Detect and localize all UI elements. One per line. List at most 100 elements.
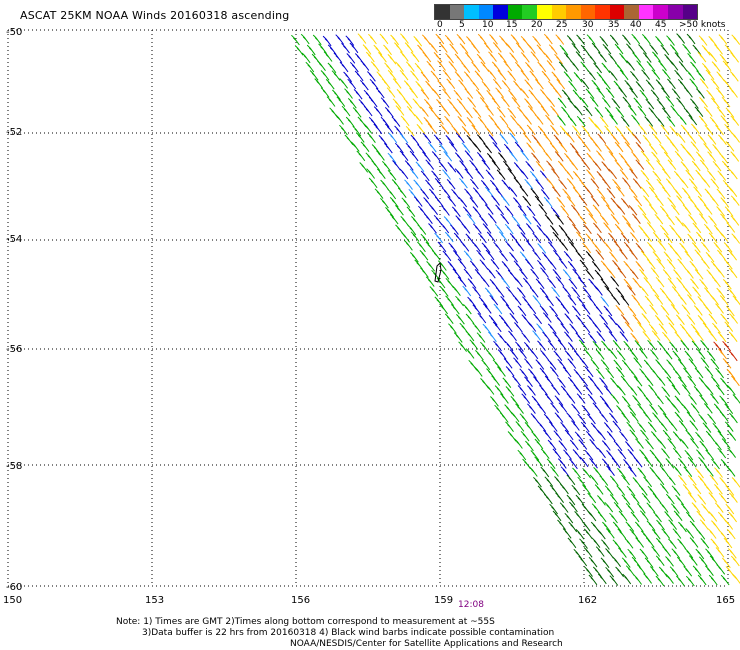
wind-barb	[480, 180, 490, 191]
wind-barb	[487, 213, 497, 224]
lon-label-162: 162	[578, 595, 597, 606]
wind-barb	[368, 177, 378, 189]
wind-barb	[688, 394, 697, 405]
wind-barb	[694, 367, 704, 379]
wind-barb	[369, 78, 379, 90]
wind-barb	[576, 296, 586, 307]
wind-barb	[519, 268, 528, 280]
wind-barb	[384, 107, 394, 118]
wind-barb	[671, 485, 681, 496]
wind-barb	[681, 187, 691, 198]
wind-barb	[666, 376, 676, 388]
wind-barb	[539, 287, 549, 298]
wind-barb	[614, 159, 624, 171]
wind-barb	[711, 458, 720, 470]
wind-barb	[722, 60, 732, 71]
wind-barb	[546, 458, 556, 469]
wind-barb	[626, 421, 636, 433]
wind-barb	[554, 395, 564, 406]
wind-barb	[488, 315, 498, 326]
wind-barb	[517, 385, 527, 396]
wind-barb	[305, 61, 315, 73]
wind-barb	[434, 196, 444, 208]
wind-barb	[422, 151, 431, 162]
wind-barb	[484, 204, 494, 215]
wind-barb	[707, 151, 717, 162]
wind-barb	[491, 375, 501, 386]
wind-barb	[655, 359, 665, 370]
wind-barb	[370, 61, 380, 72]
wind-barb	[645, 79, 655, 90]
wind-barb	[431, 170, 441, 181]
wind-barb	[597, 511, 607, 523]
wind-barb	[317, 60, 326, 71]
wind-barb	[727, 447, 737, 458]
wind-barb	[612, 521, 622, 533]
wind-barb	[516, 287, 526, 298]
wind-barb	[723, 259, 733, 270]
wind-barb	[611, 98, 621, 109]
wind-barb	[448, 61, 458, 72]
wind-barb	[507, 70, 517, 81]
colorbar-swatch	[522, 5, 537, 19]
wind-barb	[636, 503, 646, 514]
wind-barb	[725, 141, 735, 152]
wind-barb	[504, 205, 514, 217]
lat-label-56: -56	[6, 344, 22, 355]
wind-barb	[608, 232, 617, 244]
wind-barb	[596, 528, 606, 540]
wind-barb	[629, 168, 638, 179]
wind-barb	[472, 241, 481, 253]
wind-barb	[548, 421, 558, 432]
wind-barb	[598, 51, 607, 63]
wind-barb	[537, 61, 547, 73]
wind-barb	[678, 294, 687, 305]
wind-barb	[560, 422, 570, 433]
wind-barb	[582, 287, 592, 298]
wind-barb	[420, 89, 430, 100]
wind-barb	[632, 52, 642, 63]
wind-barb	[547, 323, 557, 334]
wind-barb	[332, 89, 341, 101]
wind-barb	[534, 195, 544, 207]
wind-barb	[464, 168, 474, 179]
wind-barb	[698, 213, 708, 224]
wind-barb	[517, 449, 527, 461]
wind-barb	[622, 96, 632, 108]
wind-barb	[592, 322, 602, 333]
wind-barb	[620, 198, 630, 209]
wind-barb	[580, 61, 590, 72]
wind-barb	[557, 458, 567, 469]
wind-barb	[464, 188, 473, 199]
wind-barb	[471, 61, 481, 73]
wind-barb	[624, 141, 634, 152]
wind-barb	[604, 107, 614, 118]
wind-barb	[669, 566, 679, 577]
wind-barb	[552, 510, 562, 522]
wind-barb	[666, 258, 676, 270]
wind-barb	[687, 133, 697, 144]
wind-barb	[678, 457, 687, 469]
wind-barb	[445, 135, 455, 146]
wind-barb	[434, 232, 444, 244]
lat-lon-grid	[7, 29, 729, 587]
wind-barb	[483, 142, 493, 154]
wind-barb	[666, 35, 675, 46]
wind-barb	[675, 216, 684, 227]
wind-barb	[399, 150, 409, 161]
note-line-1: Note: 1) Times are GMT 2)Times along bot…	[116, 617, 495, 627]
wind-barb	[650, 286, 660, 298]
wind-barb	[395, 205, 404, 216]
wind-barb	[583, 528, 593, 539]
wind-barb	[447, 196, 457, 207]
wind-barb	[529, 70, 539, 82]
wind-barb	[513, 260, 523, 271]
wind-barb	[644, 116, 654, 127]
wind-barb	[688, 555, 698, 566]
wind-barb	[594, 484, 604, 495]
wind-barb	[662, 186, 671, 198]
wind-barb	[527, 303, 537, 315]
wind-barb	[593, 222, 602, 234]
wind-barb	[629, 249, 638, 260]
wind-barb	[595, 349, 605, 360]
